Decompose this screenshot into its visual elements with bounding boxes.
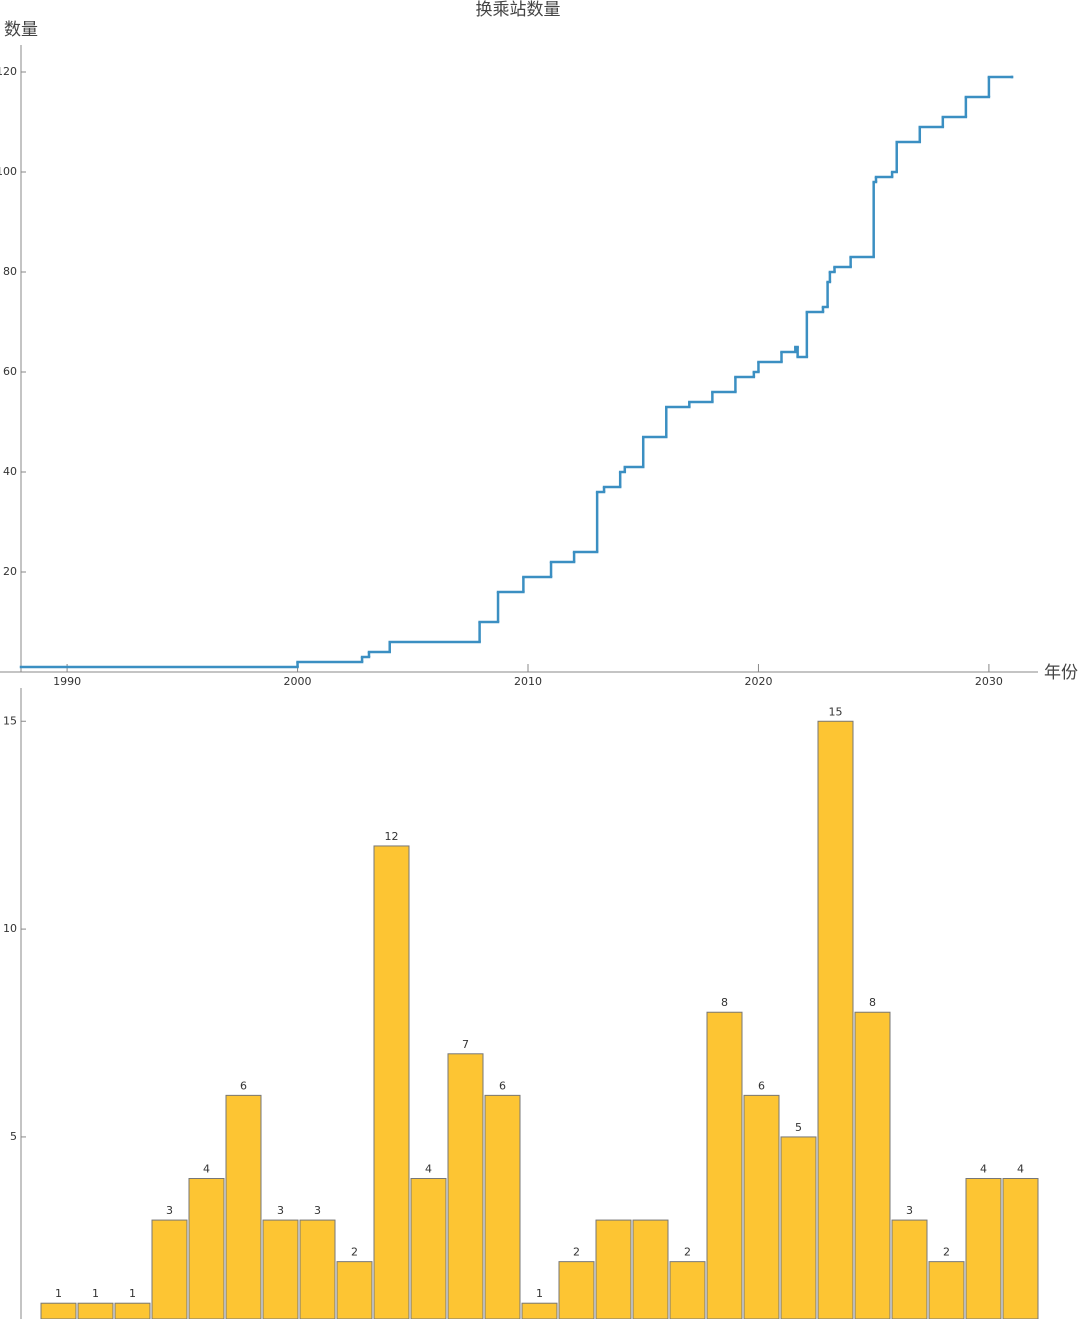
bar xyxy=(780,1136,817,1319)
y-tick-label: 80 xyxy=(3,265,17,278)
bar xyxy=(447,1053,484,1319)
bar xyxy=(262,1219,299,1319)
bar xyxy=(669,1261,706,1319)
bar xyxy=(928,1261,965,1319)
bar xyxy=(77,1302,114,1319)
value-label: 4 xyxy=(980,1163,987,1176)
x-tick-label: 2030 xyxy=(975,675,1003,688)
value-label: 4 xyxy=(203,1163,210,1176)
value-label: 2 xyxy=(684,1246,691,1259)
x-tick-label: 2000 xyxy=(284,675,312,688)
value-label: 6 xyxy=(499,1079,506,1092)
bar xyxy=(595,1219,632,1319)
bar xyxy=(965,1178,1002,1319)
y-axis-label: 数量 xyxy=(4,20,38,40)
bar xyxy=(521,1302,558,1319)
bar xyxy=(558,1261,595,1319)
bar xyxy=(817,720,854,1319)
y-tick-label: 5 xyxy=(10,1130,17,1143)
y-tick-label: 20 xyxy=(3,565,17,578)
x-tick-label: 2010 xyxy=(514,675,542,688)
bar xyxy=(336,1261,373,1319)
bar xyxy=(373,845,410,1319)
bar xyxy=(484,1094,521,1319)
x-axis-label: 年份 xyxy=(1044,663,1078,683)
chart-title: 换乘站数量 xyxy=(476,0,561,20)
value-label: 3 xyxy=(314,1204,321,1217)
bar xyxy=(40,1302,77,1319)
bar xyxy=(151,1219,188,1319)
bar xyxy=(706,1011,743,1319)
value-label: 1 xyxy=(55,1287,62,1300)
y-tick-label: 120 xyxy=(0,65,17,78)
value-label: 1 xyxy=(129,1287,136,1300)
value-label: 2 xyxy=(573,1246,580,1259)
y-tick-label: 15 xyxy=(3,714,17,727)
x-tick-label: 1990 xyxy=(53,675,81,688)
bar xyxy=(1002,1178,1039,1319)
bar xyxy=(410,1178,447,1319)
y-tick-label: 100 xyxy=(0,165,17,178)
value-label: 3 xyxy=(166,1204,173,1217)
value-label: 6 xyxy=(758,1079,765,1092)
bar xyxy=(632,1219,669,1319)
value-label: 6 xyxy=(240,1079,247,1092)
value-label: 5 xyxy=(795,1121,802,1134)
value-label: 12 xyxy=(385,830,399,843)
value-label: 1 xyxy=(92,1287,99,1300)
value-label: 3 xyxy=(277,1204,284,1217)
value-label: 7 xyxy=(462,1038,469,1051)
x-tick-label: 2020 xyxy=(744,675,772,688)
value-label: 15 xyxy=(829,705,843,718)
value-label: 1 xyxy=(536,1287,543,1300)
value-label: 2 xyxy=(943,1246,950,1259)
value-label: 2 xyxy=(351,1246,358,1259)
bar xyxy=(188,1178,225,1319)
value-label: 4 xyxy=(1017,1163,1024,1176)
bar xyxy=(114,1302,151,1319)
bar xyxy=(891,1219,928,1319)
bar xyxy=(299,1219,336,1319)
value-label: 4 xyxy=(425,1163,432,1176)
y-tick-label: 60 xyxy=(3,365,17,378)
y-tick-label: 10 xyxy=(3,922,17,935)
bar xyxy=(854,1011,891,1319)
value-label: 8 xyxy=(721,996,728,1009)
y-tick-label: 40 xyxy=(3,465,17,478)
value-label: 8 xyxy=(869,996,876,1009)
bar xyxy=(225,1094,262,1319)
bar xyxy=(743,1094,780,1319)
value-label: 3 xyxy=(906,1204,913,1217)
